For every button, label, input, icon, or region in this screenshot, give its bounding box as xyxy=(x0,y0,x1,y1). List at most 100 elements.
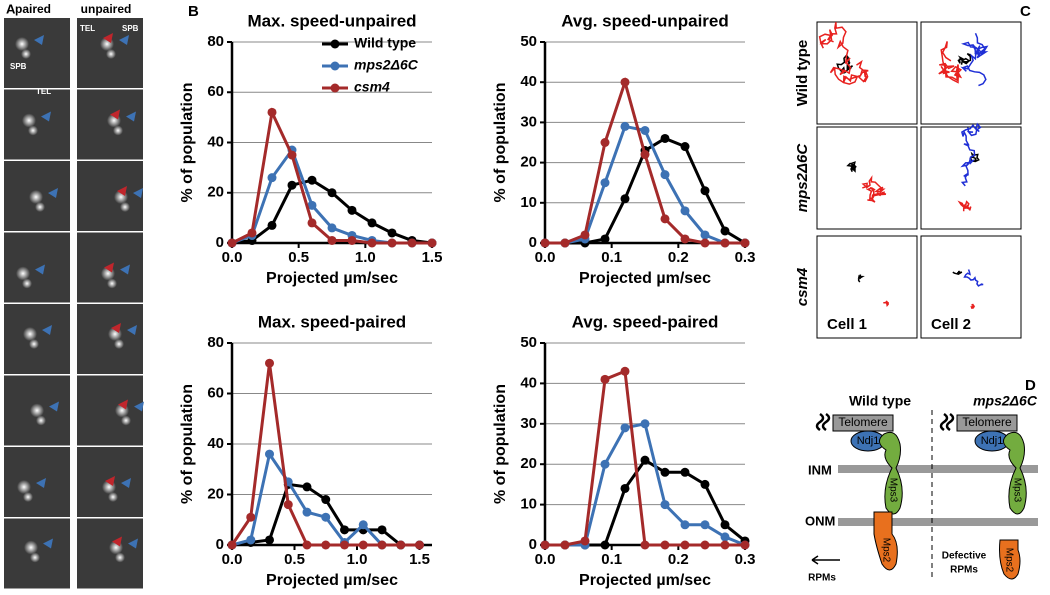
cell-label: Cell 1 xyxy=(827,316,867,333)
data-point xyxy=(307,218,317,228)
arrowhead xyxy=(121,478,131,488)
data-point xyxy=(600,540,610,550)
trajectory xyxy=(969,151,980,163)
data-point xyxy=(640,125,650,135)
x-axis-label: Projected µm/sec xyxy=(579,270,711,287)
spot xyxy=(115,552,125,563)
tel-label: TEL xyxy=(80,24,95,33)
spot xyxy=(22,113,36,128)
arrowhead xyxy=(126,111,136,122)
data-point xyxy=(640,150,650,160)
arrowhead xyxy=(49,401,59,412)
telomere-label: Telomere xyxy=(838,415,888,429)
data-point xyxy=(347,235,357,245)
data-point xyxy=(340,540,349,550)
chromosome xyxy=(815,412,955,432)
spot xyxy=(23,327,37,341)
row-label: Wild type xyxy=(794,40,811,107)
legend-swatch xyxy=(330,83,340,93)
spot xyxy=(121,415,131,426)
x-tick-label: 0.0 xyxy=(222,551,243,568)
data-point xyxy=(265,535,274,545)
data-point xyxy=(246,512,256,522)
model-diagram: Wild type mps2Δ6C Telomere Telomere Ndj1… xyxy=(805,393,1038,584)
x-tick-label: 0.5 xyxy=(288,249,309,266)
x-tick-label: 0.1 xyxy=(601,249,622,266)
trajectory xyxy=(938,41,963,84)
data-point xyxy=(287,180,297,190)
spot xyxy=(23,492,33,502)
y-tick-label: 10 xyxy=(520,496,537,513)
x-tick-label: 0.0 xyxy=(535,249,556,266)
data-point xyxy=(377,525,387,535)
arrowhead xyxy=(119,35,129,45)
x-tick-label: 0.5 xyxy=(284,551,305,568)
arrowhead xyxy=(105,476,115,486)
data-point xyxy=(600,459,610,469)
ndj1-label: Ndj1 xyxy=(981,435,1004,447)
data-point xyxy=(680,206,690,216)
micrograph xyxy=(4,447,70,517)
data-point xyxy=(340,525,349,535)
data-point xyxy=(740,238,750,248)
arrowhead xyxy=(42,325,52,335)
data-point xyxy=(287,150,297,160)
y-axis-label: % of population xyxy=(179,83,196,203)
data-point xyxy=(396,540,406,550)
defective-label: Defective xyxy=(942,551,987,562)
data-point xyxy=(600,234,610,244)
y-tick-label: 40 xyxy=(207,435,224,452)
data-point xyxy=(620,423,630,433)
data-point xyxy=(415,540,424,550)
data-point xyxy=(700,479,710,489)
data-point xyxy=(247,228,257,238)
data-point xyxy=(246,535,256,545)
x-tick-label: 1.0 xyxy=(347,551,368,568)
spb-label: SPB xyxy=(10,62,27,71)
spot xyxy=(24,540,38,555)
spot xyxy=(36,415,46,426)
y-tick-label: 20 xyxy=(520,455,537,472)
arrowhead xyxy=(36,478,46,488)
trajectory xyxy=(957,200,972,212)
series-line xyxy=(545,124,745,245)
trajectories: Wild type mps2Δ6C csm4 Cell 1 Cell 2 xyxy=(794,21,1022,339)
spot xyxy=(113,125,123,136)
x-tick-label: 0.3 xyxy=(735,249,756,266)
arrowhead xyxy=(35,264,45,275)
x-axis-label: Projected µm/sec xyxy=(579,572,711,589)
y-tick-label: 40 xyxy=(520,73,537,90)
micrograph xyxy=(77,375,143,446)
trajectory xyxy=(960,32,989,87)
arrow xyxy=(811,555,840,565)
arrowhead xyxy=(134,401,144,412)
column-label: paired xyxy=(15,2,51,16)
chart-title: Avg. speed-paired xyxy=(572,312,719,331)
x-tick-label: 0.0 xyxy=(535,551,556,568)
mps2-label: Mps2 xyxy=(1003,548,1014,573)
tel-label: TEL xyxy=(36,87,51,96)
y-tick-label: 0 xyxy=(216,234,224,251)
micrograph xyxy=(4,232,70,303)
onm-membrane xyxy=(838,518,1038,526)
data-point xyxy=(700,186,710,196)
mps3 xyxy=(879,431,903,515)
arrowhead xyxy=(48,188,58,198)
data-point xyxy=(720,532,730,542)
spot xyxy=(22,278,32,289)
panel-label: A xyxy=(6,1,16,16)
spot xyxy=(29,339,39,349)
data-point xyxy=(358,520,368,530)
legend-entry: csm4 xyxy=(354,79,390,95)
data-point xyxy=(367,218,377,228)
data-point xyxy=(620,77,630,87)
chart-title: Max. speed-paired xyxy=(258,312,406,331)
y-tick-label: 0 xyxy=(216,536,224,553)
y-tick-label: 80 xyxy=(207,334,224,351)
trajectory xyxy=(818,22,869,85)
trajectory xyxy=(836,53,854,74)
data-point xyxy=(600,138,610,147)
mps2-label: Mps2 xyxy=(880,538,891,563)
data-point xyxy=(620,194,630,204)
